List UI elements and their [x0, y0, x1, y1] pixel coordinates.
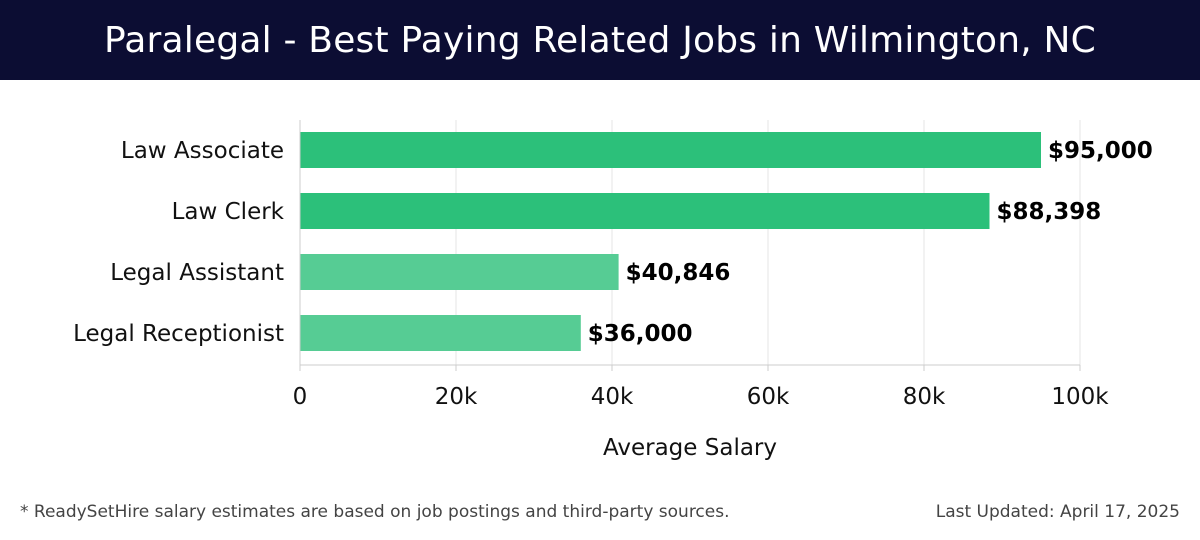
value-label: $40,846 — [626, 260, 731, 286]
value-label: $88,398 — [997, 199, 1102, 225]
title-banner: Paralegal - Best Paying Related Jobs in … — [0, 0, 1200, 80]
category-label: Law Associate — [121, 138, 284, 164]
bar — [300, 132, 1041, 168]
category-label: Law Clerk — [172, 199, 285, 225]
value-label: $36,000 — [588, 321, 693, 347]
x-tick-label: 80k — [903, 384, 946, 410]
x-tick-label: 20k — [435, 384, 478, 410]
x-axis-title: Average Salary — [603, 435, 777, 461]
category-label: Legal Assistant — [110, 260, 284, 286]
value-label: $95,000 — [1048, 138, 1153, 164]
footnote: * ReadySetHire salary estimates are base… — [20, 502, 730, 522]
bar — [300, 193, 990, 229]
x-tick-label: 0 — [293, 384, 308, 410]
x-tick-label: 40k — [591, 384, 634, 410]
bar — [300, 254, 619, 290]
bar-chart: Law Associate $95,000 Law Clerk $88,398 Lega… — [73, 120, 1153, 461]
chart-title: Paralegal - Best Paying Related Jobs in … — [103, 19, 1097, 61]
bar — [300, 315, 581, 351]
x-tick-label: 60k — [747, 384, 790, 410]
category-label: Legal Receptionist — [73, 321, 284, 347]
x-tick-label: 100k — [1051, 384, 1109, 410]
last-updated: Last Updated: April 17, 2025 — [935, 502, 1180, 522]
